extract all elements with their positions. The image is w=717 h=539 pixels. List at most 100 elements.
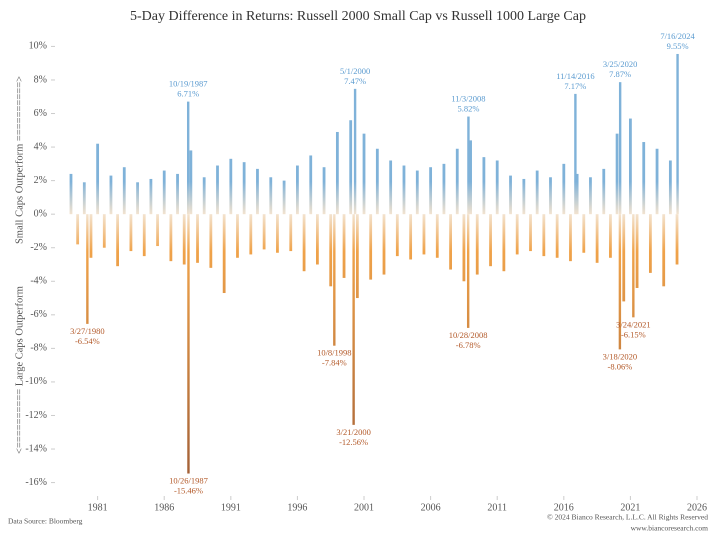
bar [282, 180, 286, 215]
annotation-date: 3/24/2021 [616, 319, 650, 329]
bar [229, 158, 233, 215]
y-tick-label: -4% [30, 276, 47, 287]
bar [296, 165, 299, 215]
bar [209, 214, 213, 268]
y-tick-label: -6% [30, 309, 47, 320]
bar [549, 177, 552, 215]
y-tick-label: 0% [34, 208, 47, 219]
bar [196, 214, 199, 263]
annotation-value: -8.06% [607, 361, 632, 371]
bar [156, 214, 159, 247]
bar [582, 214, 586, 253]
bar [489, 214, 492, 267]
bar [668, 160, 672, 215]
bar [515, 214, 519, 255]
annotation-date: 3/18/2020 [603, 351, 637, 361]
annotation-value: 6.71% [177, 89, 199, 99]
bar [615, 133, 619, 215]
bar [355, 214, 359, 299]
bar [462, 214, 466, 282]
copyright: © 2024 Bianco Research, L.L.C. All Right… [547, 513, 708, 522]
bar [482, 157, 486, 215]
x-tick-label: 2001 [354, 502, 374, 513]
annotated-bar [352, 214, 355, 425]
bar [322, 167, 326, 215]
annotation-value: -12.56% [339, 437, 368, 447]
annotation-date: 7/16/2024 [660, 31, 695, 41]
annotation-value: -6.54% [75, 336, 100, 346]
bar [495, 160, 499, 215]
y-tick-label: -10% [25, 376, 47, 387]
x-tick-label: 1996 [287, 502, 307, 513]
bar [109, 175, 113, 215]
annotation-value: -15.46% [174, 485, 203, 495]
bar [422, 214, 426, 255]
bar [309, 155, 313, 215]
bar [162, 170, 166, 215]
bar [635, 214, 639, 288]
bar [102, 214, 106, 248]
bar [276, 214, 279, 253]
bar [429, 167, 433, 215]
bar [142, 214, 146, 257]
bar [655, 148, 659, 215]
annotated-bar [333, 214, 336, 346]
bar [555, 214, 559, 258]
bar [176, 173, 179, 215]
bar [455, 148, 459, 215]
y-tick-label: -2% [30, 242, 47, 253]
bar [329, 214, 333, 287]
y-tick-label: -14% [25, 443, 47, 454]
bar [415, 170, 419, 215]
x-tick-label: 1981 [88, 502, 108, 513]
annotated-bar [618, 214, 622, 350]
bar [469, 140, 472, 215]
bar [269, 177, 273, 215]
bar [362, 133, 366, 215]
annotation-date: 5/1/2000 [340, 66, 370, 76]
annotation-date: 3/21/2000 [336, 427, 370, 437]
bar [575, 173, 579, 215]
bar [389, 160, 393, 215]
bar [236, 214, 239, 258]
annotation-value: 7.47% [344, 76, 366, 86]
annotation-date: 11/3/2008 [451, 93, 485, 103]
bar [96, 143, 100, 215]
bar [395, 214, 399, 257]
bar [249, 214, 253, 255]
bar [136, 182, 139, 215]
bar [542, 214, 546, 257]
annotated-bar [618, 82, 622, 215]
bar [369, 214, 373, 280]
annotation-value: 7.87% [609, 69, 631, 79]
annotation-date: 11/14/2016 [556, 71, 594, 81]
bar [122, 167, 126, 215]
bar [169, 214, 173, 262]
x-tick-label: 2026 [687, 502, 707, 513]
bar [222, 214, 226, 294]
bar [82, 182, 86, 215]
y-axis-label: <========== Large Caps Outperform [14, 286, 25, 454]
chart-title: 5-Day Difference in Returns: Russell 200… [130, 9, 586, 24]
bar [442, 163, 446, 215]
annotated-bar [574, 93, 577, 215]
annotation-value: 5.82% [457, 103, 479, 113]
annotation-value: -6.78% [456, 340, 481, 350]
annotation-value: -7.84% [322, 358, 347, 368]
annotated-bar [676, 53, 679, 215]
y-tick-label: -16% [25, 477, 47, 488]
source-note: Data Source: Bloomberg [8, 517, 83, 526]
x-tick-label: 1986 [154, 502, 174, 513]
bar [182, 214, 186, 265]
bar [569, 214, 572, 262]
bar [602, 168, 606, 215]
bar [129, 214, 133, 252]
bar [595, 214, 599, 263]
annotation-date: 10/28/2008 [449, 330, 488, 340]
x-tick-label: 1991 [221, 502, 241, 513]
bar [69, 173, 73, 215]
y-tick-label: -8% [30, 343, 47, 354]
x-tick-label: 2021 [620, 502, 640, 513]
bar [435, 214, 439, 258]
